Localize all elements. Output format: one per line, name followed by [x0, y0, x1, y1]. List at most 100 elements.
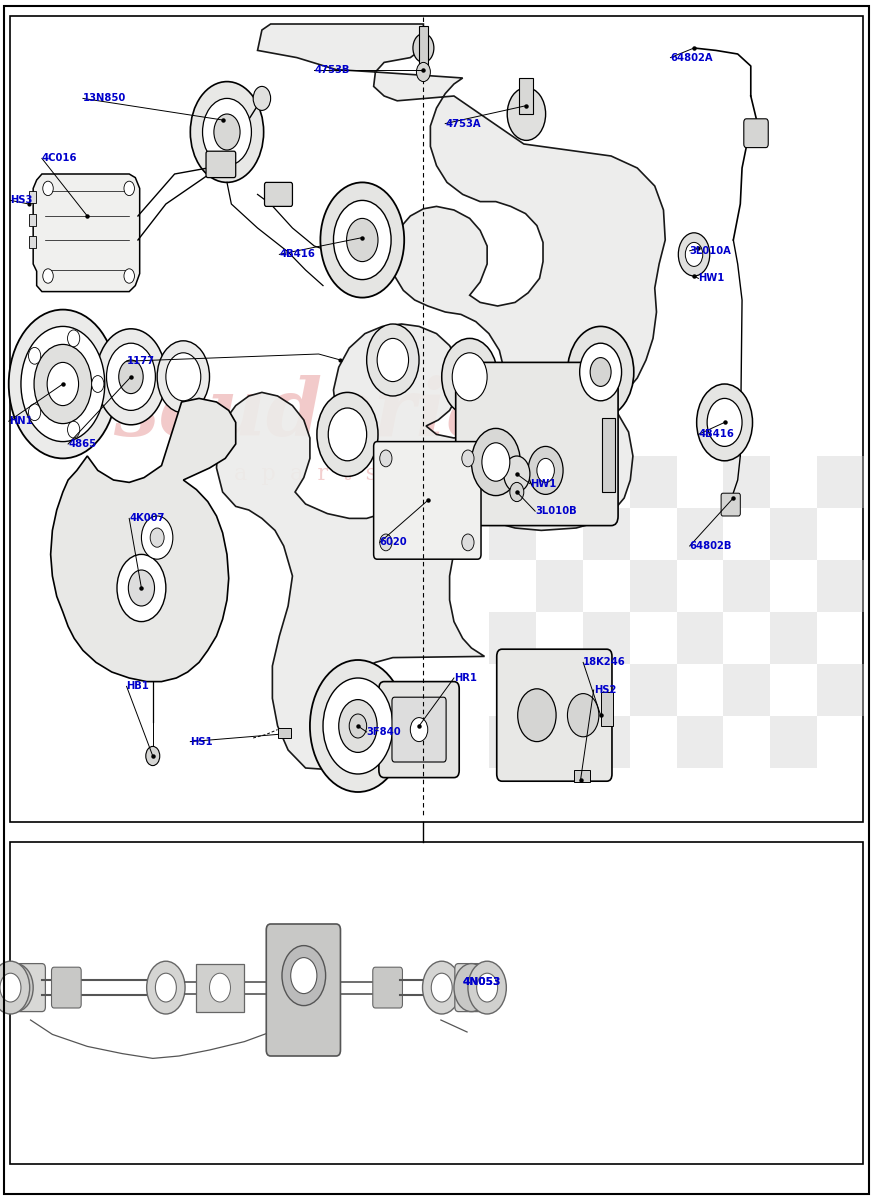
Circle shape [107, 343, 155, 410]
Circle shape [518, 689, 556, 742]
Bar [817, 560, 864, 612]
Circle shape [147, 961, 185, 1014]
Circle shape [410, 718, 428, 742]
Bar [489, 716, 536, 768]
Text: 3L010B: 3L010B [535, 506, 577, 516]
Circle shape [462, 534, 474, 551]
Bar [583, 716, 629, 768]
Text: 64802A: 64802A [670, 53, 713, 62]
Bar [677, 508, 724, 560]
Circle shape [678, 233, 710, 276]
Text: HB1: HB1 [127, 682, 149, 691]
Circle shape [349, 714, 367, 738]
Circle shape [128, 570, 155, 606]
Circle shape [157, 341, 210, 413]
Circle shape [685, 242, 703, 266]
Circle shape [0, 964, 33, 1012]
Bar [817, 664, 864, 716]
Bar [583, 508, 629, 560]
Circle shape [282, 946, 326, 1006]
Text: 4C016: 4C016 [42, 154, 78, 163]
Polygon shape [217, 24, 665, 770]
Bar [724, 560, 771, 612]
Bar [629, 456, 677, 508]
Circle shape [367, 324, 419, 396]
Polygon shape [51, 398, 236, 682]
Circle shape [471, 428, 520, 496]
Circle shape [323, 678, 393, 774]
Circle shape [29, 404, 41, 421]
Circle shape [380, 450, 392, 467]
Text: a  p  a  r  t  s: a p a r t s [234, 463, 377, 485]
Circle shape [67, 421, 79, 438]
Text: 18K246: 18K246 [583, 658, 626, 667]
Circle shape [190, 82, 264, 182]
Circle shape [442, 338, 498, 415]
Bar [629, 664, 677, 716]
Bar [602, 418, 615, 492]
Circle shape [380, 534, 392, 551]
Circle shape [697, 384, 753, 461]
Text: 3F840: 3F840 [367, 727, 402, 737]
Circle shape [590, 358, 611, 386]
Circle shape [347, 218, 378, 262]
Circle shape [124, 269, 134, 283]
Circle shape [423, 961, 461, 1014]
Bar [489, 508, 536, 560]
Circle shape [310, 660, 406, 792]
Bar [771, 508, 817, 560]
Bar [536, 456, 583, 508]
Text: 6020: 6020 [380, 538, 408, 547]
Circle shape [0, 961, 30, 1014]
Bar [677, 612, 724, 664]
FancyBboxPatch shape [12, 964, 45, 1012]
Circle shape [377, 338, 409, 382]
Circle shape [413, 34, 434, 62]
FancyBboxPatch shape [52, 967, 81, 1008]
Circle shape [452, 353, 487, 401]
Circle shape [43, 269, 53, 283]
Text: 4B416: 4B416 [698, 430, 734, 439]
FancyBboxPatch shape [206, 151, 236, 178]
Circle shape [477, 973, 498, 1002]
Circle shape [214, 114, 240, 150]
Bar [771, 612, 817, 664]
Circle shape [468, 961, 506, 1014]
Bar [278, 728, 291, 738]
Bar [29, 236, 36, 248]
Circle shape [320, 182, 404, 298]
Text: scuderia: scuderia [113, 376, 498, 452]
Bar [574, 770, 590, 782]
Circle shape [34, 344, 92, 424]
FancyBboxPatch shape [721, 493, 740, 516]
Circle shape [333, 200, 391, 280]
Bar [536, 560, 583, 612]
Circle shape [21, 326, 105, 442]
Circle shape [462, 450, 474, 467]
Bar [196, 964, 244, 1012]
Circle shape [29, 347, 41, 364]
Text: 64802B: 64802B [690, 541, 732, 551]
Bar [519, 78, 533, 114]
Circle shape [210, 973, 230, 1002]
Circle shape [567, 326, 634, 418]
Text: HS3: HS3 [10, 196, 33, 205]
Bar [29, 191, 36, 203]
Bar [583, 612, 629, 664]
FancyBboxPatch shape [497, 649, 612, 781]
Bar [29, 214, 36, 226]
Bar [629, 560, 677, 612]
FancyBboxPatch shape [266, 924, 340, 1056]
Text: HW1: HW1 [698, 274, 725, 283]
Circle shape [328, 408, 367, 461]
Circle shape [528, 446, 563, 494]
Bar [536, 664, 583, 716]
Circle shape [416, 62, 430, 82]
Circle shape [567, 694, 599, 737]
Circle shape [43, 181, 53, 196]
Circle shape [203, 98, 251, 166]
Text: 4B416: 4B416 [279, 250, 315, 259]
Circle shape [141, 516, 173, 559]
FancyBboxPatch shape [374, 442, 481, 559]
Circle shape [47, 362, 79, 406]
